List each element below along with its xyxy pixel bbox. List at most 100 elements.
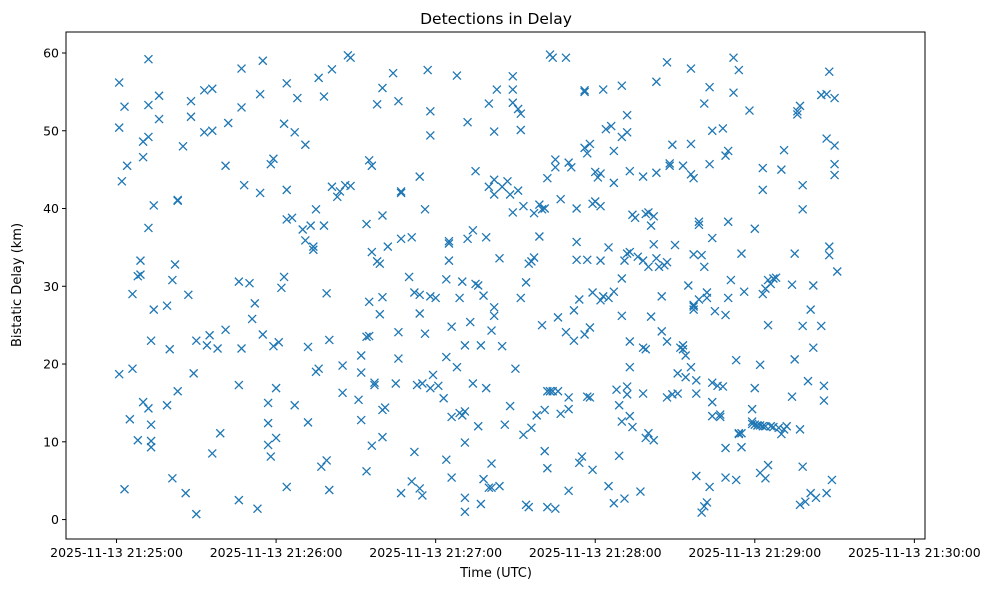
data-point-marker — [564, 486, 574, 496]
data-point-marker — [476, 499, 486, 509]
data-point-marker — [447, 473, 457, 483]
data-point-marker — [699, 501, 709, 511]
data-point-marker — [298, 225, 308, 234]
data-point-marker — [516, 109, 526, 119]
data-point-marker — [492, 85, 502, 95]
data-point-marker — [319, 92, 329, 102]
data-point-marker — [338, 388, 348, 398]
data-point-marker — [444, 239, 454, 248]
data-point-marker — [380, 403, 390, 413]
data-point-marker — [324, 485, 334, 495]
data-point-marker — [715, 412, 725, 422]
data-point-marker — [651, 77, 661, 87]
data-point-marker — [582, 148, 592, 158]
data-point-marker — [808, 343, 818, 353]
data-point-marker — [646, 221, 656, 231]
data-point-marker — [513, 186, 523, 196]
data-point-marker — [362, 466, 371, 476]
data-point-marker — [699, 262, 709, 272]
plot-area-frame — [65, 31, 926, 540]
data-point-marker — [114, 78, 124, 88]
data-point-marker — [542, 173, 552, 183]
data-point-marker — [245, 278, 254, 288]
data-point-marker — [508, 71, 518, 81]
data-point-marker — [383, 242, 393, 252]
data-point-marker — [473, 281, 483, 290]
data-point-marker — [803, 376, 813, 386]
data-point-marker — [362, 332, 371, 342]
data-point-marker — [473, 421, 483, 431]
data-point-marker — [622, 127, 632, 137]
data-point-marker — [223, 118, 233, 128]
data-point-marker — [795, 500, 805, 510]
data-point-marker — [542, 463, 552, 473]
data-point-marker — [138, 152, 148, 162]
data-point-marker — [447, 412, 457, 422]
data-point-marker — [471, 166, 481, 176]
data-point-marker — [667, 140, 677, 150]
data-point-marker — [649, 211, 659, 221]
data-point-marker — [665, 158, 675, 168]
data-point-marker — [489, 311, 499, 321]
data-point-marker — [207, 84, 217, 94]
data-point-marker — [694, 220, 704, 230]
data-point-marker — [553, 386, 563, 396]
data-point-marker — [250, 298, 260, 308]
data-point-marker — [824, 67, 834, 77]
data-point-marker — [580, 87, 590, 97]
data-point-marker — [574, 458, 584, 468]
data-point-marker — [452, 362, 462, 372]
y-tick-label: 50 — [43, 123, 59, 138]
data-point-marker — [452, 71, 462, 81]
data-point-marker — [167, 473, 177, 483]
data-point-marker — [378, 83, 387, 93]
data-point-marker — [721, 443, 731, 453]
data-point-marker — [468, 379, 478, 388]
data-point-marker — [662, 337, 672, 346]
data-point-marker — [234, 380, 244, 390]
data-point-marker — [213, 344, 223, 353]
data-point-marker — [686, 169, 696, 179]
data-point-marker — [460, 340, 470, 350]
data-point-marker — [120, 102, 129, 112]
data-point-marker — [830, 141, 840, 150]
data-point-marker — [268, 154, 278, 164]
data-point-marker — [721, 473, 731, 483]
data-point-marker — [489, 127, 499, 136]
data-point-marker — [396, 186, 406, 196]
data-point-marker — [651, 168, 661, 178]
data-point-marker — [181, 488, 191, 498]
x-tick-label: 2025-11-13 21:30:00 — [848, 545, 981, 560]
data-point-marker — [186, 112, 196, 122]
data-point-marker — [824, 242, 834, 252]
data-point-marker — [614, 451, 624, 461]
data-point-marker — [143, 54, 153, 64]
data-point-marker — [604, 242, 613, 252]
data-point-marker — [811, 493, 821, 503]
data-point-marker — [643, 207, 653, 217]
data-point-marker — [657, 291, 667, 301]
data-point-marker — [824, 250, 834, 260]
data-point-marker — [489, 190, 499, 199]
data-point-marker — [580, 330, 590, 339]
data-markers — [114, 50, 842, 519]
data-point-marker — [545, 386, 555, 396]
data-point-marker — [612, 385, 621, 395]
data-point-marker — [707, 378, 717, 388]
data-point-marker — [776, 429, 786, 439]
y-axis-ticks: 0 10 20 30 40 50 60 — [43, 45, 66, 527]
data-point-marker — [191, 336, 201, 346]
data-point-marker — [415, 309, 425, 318]
data-point-marker — [149, 200, 159, 210]
data-point-marker — [255, 188, 265, 198]
data-point-marker — [561, 327, 571, 337]
data-point-marker — [300, 235, 310, 245]
data-point-marker — [582, 255, 592, 265]
data-point-marker — [673, 389, 683, 399]
data-point-marker — [540, 405, 550, 415]
data-point-marker — [532, 410, 542, 420]
data-point-marker — [332, 192, 342, 202]
data-point-marker — [705, 482, 715, 492]
x-tick-label: 2025-11-13 21:27:00 — [369, 545, 502, 560]
